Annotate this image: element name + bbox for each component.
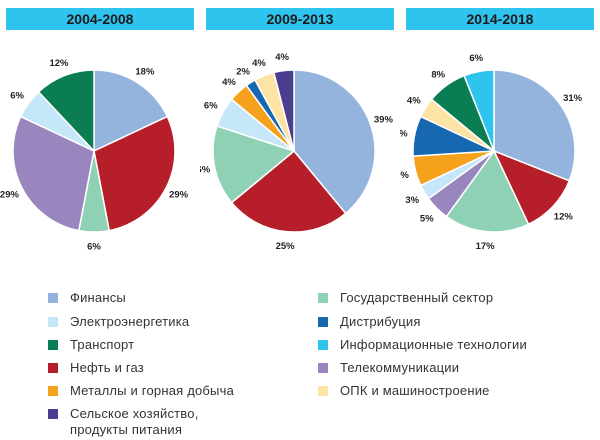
pie-slice-label: 6%	[87, 242, 101, 253]
legend-item-government: Государственный сектор	[318, 290, 493, 306]
pie-slice-government	[445, 149, 530, 233]
pie-slice-telecom	[12, 115, 95, 232]
pie-slice-label: 6%	[10, 91, 24, 102]
pie-slice-label: 29%	[0, 190, 19, 201]
legend-swatch	[318, 293, 328, 303]
legend-item-it: Информационные технологии	[318, 337, 527, 353]
legend-item-agri: Сельское хозяйство, продукты питания	[48, 406, 199, 438]
legend-label: Финансы	[70, 290, 126, 305]
pie-slice-label: 8%	[431, 70, 445, 81]
pie-slice-label: 29%	[169, 190, 189, 201]
pie-2004-2008: 18% 29% 6% 29% 6% 12%	[0, 58, 189, 253]
pie-slice-label: 12%	[554, 212, 574, 223]
pie-title: 2014-2018	[406, 8, 594, 30]
pie-panel-2009-2013: 2009-2013 39%25%16%6%4%2%4%4%	[200, 0, 400, 270]
legend-label: ОПК и машиностроение	[340, 383, 490, 398]
legend-label: Дистрибуция	[340, 314, 421, 329]
legend-label: Электроэнергетика	[70, 314, 190, 329]
legend-swatch	[48, 409, 58, 419]
pie-slice-agri	[272, 69, 295, 152]
pie-slice-label: 4%	[222, 77, 236, 88]
pie-panel-2014-2018: 2014-2018 31% 12% 17% 5%3% 6% 8% 4% 8% 6%	[400, 0, 600, 270]
pie-slice-label: 4%	[407, 96, 421, 107]
pie-slice-oilgas	[230, 149, 347, 233]
pie-slice-oilgas	[93, 115, 176, 232]
legend-swatch	[48, 386, 58, 396]
pie-slice-label: 3%	[405, 195, 419, 206]
legend-item-finance: Финансы	[48, 290, 126, 306]
legend: Финансы Электроэнергетика Транспорт Нефт…	[0, 284, 600, 440]
pie-slice-label: 6%	[204, 101, 218, 112]
pie-slice-label: 31%	[563, 93, 583, 104]
legend-item-defense: ОПК и машиностроение	[318, 383, 490, 399]
pie-charts-area: 2004-2008 18% 29% 6% 29% 6% 12% 2009-2013 39%…	[0, 0, 600, 270]
legend-label: Телекоммуникации	[340, 360, 460, 375]
legend-item-transport: Транспорт	[48, 337, 134, 353]
pie-slice-finance	[293, 69, 376, 215]
legend-swatch	[318, 317, 328, 327]
pie-slice-finance	[493, 69, 576, 182]
legend-swatch	[48, 340, 58, 350]
pie-slice-label: 2%	[236, 66, 250, 77]
legend-item-electric: Электроэнергетика	[48, 314, 189, 330]
pie-slice-label: 6%	[400, 170, 409, 181]
pie-slice-label: 4%	[275, 52, 289, 63]
legend-swatch	[48, 293, 58, 303]
pie-slice-transport	[37, 69, 95, 153]
pie-title: 2004-2008	[6, 8, 194, 30]
pie-slice-label: 18%	[135, 66, 155, 77]
legend-item-distribution: Дистрибуция	[318, 314, 421, 330]
legend-item-oilgas: Нефть и газ	[48, 360, 144, 376]
pie-slice-label: 4%	[252, 58, 266, 69]
legend-label: Информационные технологии	[340, 337, 527, 352]
pie-2009-2013: 39%25%16%6%4%2%4%4%	[200, 52, 394, 252]
pie-slice-label: 39%	[374, 114, 394, 125]
legend-label: Металлы и горная добыча	[70, 383, 234, 398]
pie-panel-2004-2008: 2004-2008 18% 29% 6% 29% 6% 12%	[0, 0, 200, 270]
pie-slice-oilgas	[492, 149, 571, 226]
pie-slice-it	[463, 69, 495, 152]
pie-2014-2018: 31% 12% 17% 5%3% 6% 8% 4% 8% 6%	[400, 53, 583, 252]
pie-slice-label: 16%	[200, 164, 211, 175]
legend-swatch	[318, 363, 328, 373]
pie-slice-label: 6%	[469, 53, 483, 64]
pie-slice-label: 17%	[476, 241, 496, 252]
pie-title: 2009-2013	[206, 8, 394, 30]
pie-slice-finance	[93, 69, 169, 153]
legend-label: Нефть и газ	[70, 360, 144, 375]
legend-swatch	[318, 386, 328, 396]
legend-swatch	[48, 363, 58, 373]
pie-slice-label: 12%	[49, 58, 69, 69]
pie-slice-label: 5%	[420, 214, 434, 225]
legend-item-telecom: Телекоммуникации	[318, 360, 459, 376]
legend-item-metals: Металлы и горная добыча	[48, 383, 234, 399]
pie-slice-label: 8%	[400, 129, 408, 140]
legend-label: Сельское хозяйство, продукты питания	[70, 406, 199, 437]
legend-swatch	[48, 317, 58, 327]
legend-label: Государственный сектор	[340, 290, 494, 305]
pie-slice-label: 25%	[276, 241, 296, 252]
legend-swatch	[318, 340, 328, 350]
legend-label: Транспорт	[70, 337, 135, 352]
